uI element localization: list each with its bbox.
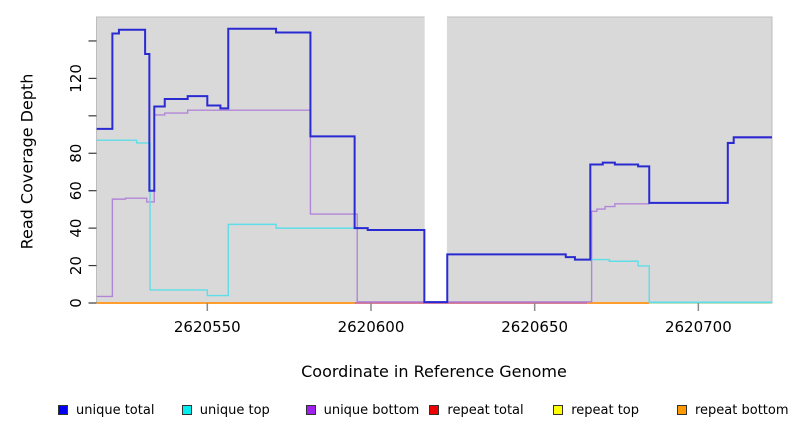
x-axis-title: Coordinate in Reference Genome (301, 362, 567, 381)
y-tick-label: 120 (67, 64, 85, 93)
coverage-chart: 2620550 2620600 2620650 2620700 0 20 40 60 80 120 (67, 16, 773, 336)
legend-swatch-repeat-top (553, 405, 564, 415)
series-unique-total (96, 27, 772, 304)
x-tick-label: 2620600 (338, 318, 405, 336)
y-tick-label: 20 (67, 256, 85, 275)
y-tick-label: 0 (67, 298, 85, 308)
y-tick-label: 80 (67, 144, 85, 163)
legend-label: repeat bottom (695, 402, 789, 418)
x-tick-label: 2620650 (501, 318, 568, 336)
legend-swatch-unique-bottom (305, 405, 316, 415)
legend: unique total unique top unique bottom repea… (0, 399, 792, 423)
legend-item-repeat-top: repeat top (553, 399, 639, 421)
legend-item-repeat-total: repeat total (429, 399, 524, 421)
legend-swatch-unique-top (181, 405, 192, 415)
y-axis-title: Read Coverage Depth (17, 73, 37, 250)
x-tick-label: 2620700 (665, 318, 732, 336)
legend-label: unique bottom (323, 402, 420, 418)
legend-swatch-repeat-bottom (677, 405, 687, 415)
legend-item-unique-bottom: unique bottom (305, 399, 420, 421)
legend-label: repeat top (571, 402, 639, 418)
no-data-gap (424, 16, 447, 303)
legend-item-unique-total: unique total (58, 399, 154, 421)
x-tick-label: 2620550 (174, 318, 241, 336)
y-tick-label: 40 (67, 219, 85, 238)
y-tick-label: 60 (67, 181, 85, 200)
legend-swatch-repeat-total (429, 405, 440, 415)
legend-item-repeat-bottom: repeat bottom (677, 399, 789, 421)
legend-swatch-unique-total (58, 405, 68, 415)
legend-label: repeat total (447, 402, 524, 418)
legend-label: unique top (199, 402, 270, 418)
legend-label: unique total (76, 402, 155, 418)
legend-item-unique-top: unique top (181, 399, 270, 421)
